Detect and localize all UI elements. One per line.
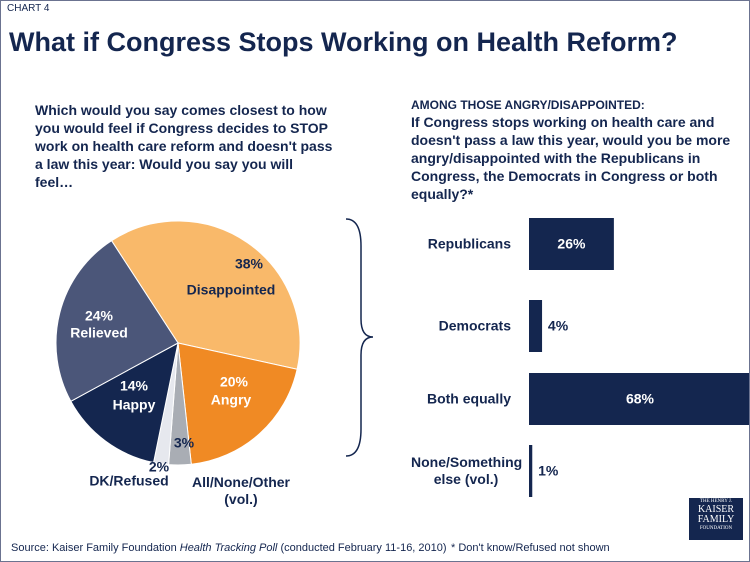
pie-value-label: 38% [234,255,264,272]
bar-category-label: Republicans [427,235,511,252]
bar-value-label: 68% [625,390,655,407]
bar-value-label: 26% [557,235,586,252]
logo-text: KAISER [697,504,735,515]
source: Source: Kaiser Family Foundation Health … [11,542,447,554]
pie-question: Which would you say comes closest to how… [35,102,333,190]
bar-value-label: 4% [547,317,569,334]
bar [529,300,543,352]
source-italic: Health Tracking Poll [179,542,278,554]
bracket [345,218,374,457]
bar-category-label: Both equally [426,390,511,407]
logo: THE HENRY J. KAISER FAMILY FOUNDATION [689,498,743,540]
bar-value-label: 1% [538,462,559,479]
pie-value-label: 20% [219,373,249,390]
pie-value-label: 14% [119,377,149,394]
pie-category-label: Relieved [70,324,128,341]
bar [529,218,614,270]
pie-slice [177,342,298,465]
bar-category-label: Democrats [438,317,511,334]
bar-subtitle: AMONG THOSE ANGRY/DISAPPOINTED: [411,98,645,112]
pie-category-label: DK/Refused [89,472,169,489]
pie-value-label: 3% [173,434,195,451]
pie-category-label: All/None/Other (vol.) [191,474,290,507]
logo-text: FOUNDATION [699,526,733,531]
logo-text: THE HENRY J. [699,499,733,504]
source-text: Source: Kaiser Family Foundation [11,542,177,554]
chart-label: CHART 4 [7,3,50,14]
pie-category-label: Happy [112,396,156,413]
pie-category-label: Disappointed [186,281,276,298]
pie-slice [110,220,301,370]
footnote: * Don't know/Refused not shown [451,542,610,554]
bar [529,373,749,425]
chart-title: What if Congress Stops Working on Health… [9,27,678,57]
source-text: (conducted February 11-16, 2010) [280,542,447,554]
pie-value-label: 24% [84,307,114,324]
pie-slice [70,342,179,464]
bar-category-label: None/Something else (vol.) [411,454,523,487]
pie-slice [55,239,179,402]
bar [529,445,533,497]
pie-value-label: 2% [148,458,170,475]
bar-question: If Congress stops working on health care… [411,114,731,202]
logo-text: FAMILY [697,514,735,525]
pie-category-label: Angry [210,391,252,408]
